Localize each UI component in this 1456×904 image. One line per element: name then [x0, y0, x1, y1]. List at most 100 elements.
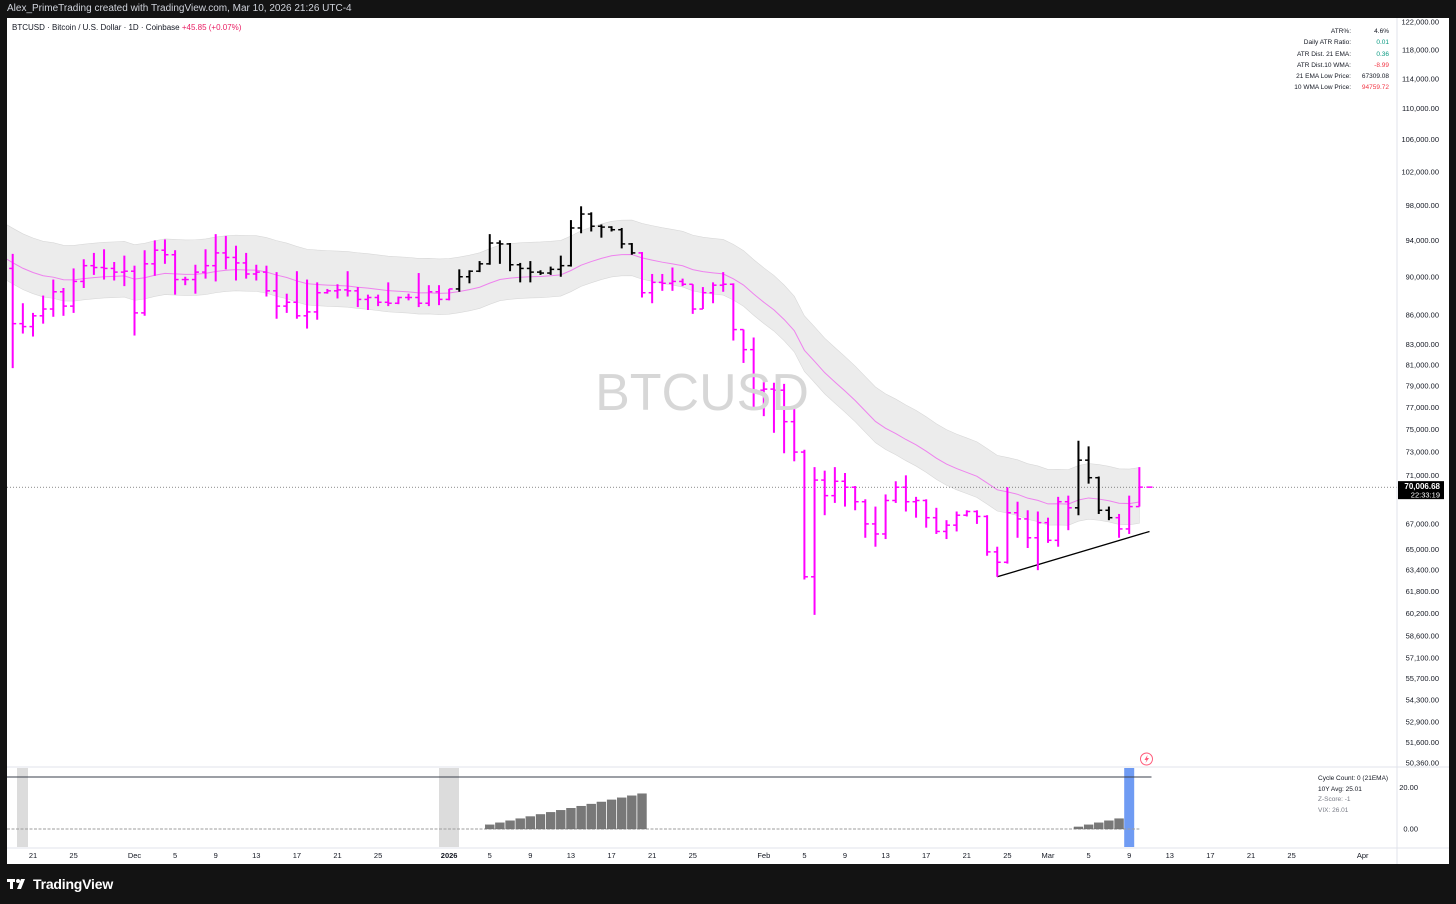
cycle-bar: [576, 805, 586, 830]
time-tick-label: 5: [1087, 851, 1091, 860]
ema-band: [7, 219, 1140, 526]
cycle-shade: [17, 768, 28, 847]
symbol-title[interactable]: BTCUSD · Bitcoin / U.S. Dollar · 1D · Co…: [12, 23, 180, 32]
bar-countdown-label: 22:33:19: [1411, 491, 1440, 500]
symbol-watermark: BTCUSD: [595, 364, 809, 422]
stats-label: ATR Dist. 21 EMA:: [1296, 50, 1351, 58]
price-tick-label: 110,000.00: [1402, 104, 1439, 113]
stats-label: 10 WMA Low Price:: [1294, 84, 1351, 92]
time-tick-label: 5: [802, 851, 806, 860]
time-tick-label: 13: [252, 851, 260, 860]
ohlc-bar: [902, 475, 910, 512]
price-tick-label: 122,000.00: [1401, 18, 1439, 27]
ohlc-bar: [709, 282, 717, 304]
price-tick-label: 65,000.00: [1406, 545, 1439, 554]
price-change: +45.85 (+0.07%): [181, 23, 242, 32]
ohlc-bar: [242, 252, 250, 279]
cycle-bar: [606, 799, 617, 830]
cycle-shade: [439, 768, 459, 847]
time-tick-label: 17: [293, 851, 301, 860]
price-tick-label: 51,600.00: [1406, 738, 1439, 747]
price-tick-label: 54,300.00: [1406, 695, 1439, 704]
indicator-tick-label: 20.00: [1399, 783, 1418, 792]
price-tick-label: 50,360.00: [1406, 759, 1439, 768]
price-tick-label: 67,000.00: [1406, 519, 1439, 528]
cycle-bar: [566, 808, 576, 830]
time-tick-label: 25: [689, 851, 697, 860]
lightning-icon: [1144, 755, 1149, 763]
time-tick-label: 25: [374, 851, 382, 860]
ohlc-bar: [344, 271, 352, 297]
ohlc-bar: [323, 288, 331, 294]
price-tick-label: 52,900.00: [1406, 717, 1439, 726]
cycle-bar: [505, 820, 515, 830]
ohlc-bar: [1064, 495, 1072, 531]
time-tick-label: 5: [173, 851, 177, 860]
price-tick-label: 81,000.00: [1406, 360, 1439, 369]
chart-canvas[interactable]: BTCUSD 122,000.00 118,000.00 114,000.00 110…: [7, 18, 1449, 864]
tradingview-brand: TradingView: [33, 876, 114, 892]
time-tick-label: 21: [963, 851, 971, 860]
time-tick-label: 21: [1247, 851, 1255, 860]
time-tick-label: 13: [1166, 851, 1174, 860]
time-tick-label: 21: [333, 851, 341, 860]
ohlc-bar: [29, 312, 37, 337]
price-tick-label: 55,700.00: [1406, 674, 1439, 683]
ohlc-bar: [841, 472, 849, 507]
ohlc-bar: [1095, 476, 1103, 514]
ohlc-bar: [760, 381, 768, 417]
price-tick-label: 94,000.00: [1406, 236, 1439, 245]
ohlc-bar: [202, 249, 210, 279]
ohlc-bar: [1125, 495, 1133, 534]
ohlc-bar: [932, 507, 940, 534]
stats-label: ATR%:: [1330, 28, 1351, 35]
ohlc-bar: [232, 245, 240, 281]
indicator-tick-label: 0.00: [1403, 825, 1418, 834]
ema-21-line: [7, 253, 1140, 505]
ohlc-bar: [912, 496, 920, 518]
price-tick-label: 79,000.00: [1406, 381, 1439, 390]
axes-layer: 122,000.00 118,000.00 114,000.00 110,000.00…: [29, 18, 1444, 864]
ohlc-bar: [405, 293, 413, 301]
tradingview-footer[interactable]: TradingView: [7, 872, 113, 896]
cycle-bar: [637, 793, 647, 830]
cycle-bar: [596, 801, 607, 830]
ohlc-bar: [608, 226, 616, 232]
ohlc-bar: [557, 255, 565, 277]
price-tick-label: 114,000.00: [1402, 74, 1439, 83]
cycle-bar: [1083, 824, 1094, 830]
stats-value: -8.99: [1374, 61, 1389, 69]
ohlc-bar: [618, 227, 626, 249]
stats-row: 21 EMA Low Price: 67309.08: [1294, 71, 1389, 82]
time-tick-label: 25: [1003, 851, 1011, 860]
chart-panel[interactable]: BTCUSD 122,000.00 118,000.00 114,000.00 110…: [7, 18, 1449, 864]
ohlc-bar: [222, 235, 230, 270]
ohlc-bar: [435, 285, 443, 306]
ohlc-bar: [19, 303, 27, 334]
stats-value: 0.01: [1376, 39, 1389, 47]
ohlc-bar: [668, 267, 676, 291]
ohlc-bar: [740, 328, 747, 363]
current-price-tag: [1398, 481, 1444, 500]
time-tick-label: 9: [843, 851, 847, 860]
stats-label: Daily ATR Ratio:: [1303, 39, 1351, 47]
ohlc-bar: [1044, 517, 1052, 543]
symbol-legend[interactable]: BTCUSD · Bitcoin / U.S. Dollar · 1D · Co…: [12, 23, 241, 32]
stats-row: ATR%: 4.6%: [1294, 26, 1389, 37]
ohlc-bar: [648, 273, 656, 304]
ema-band-layer: [7, 219, 1140, 526]
ohlc-bar: [922, 499, 930, 528]
price-bars-layer: [9, 206, 1153, 615]
ohlc-bar: [425, 285, 433, 307]
ohlc-bar: [1115, 513, 1123, 538]
cycle-bar: [1114, 818, 1124, 830]
time-tick-label: Feb: [757, 851, 770, 860]
ohlc-bar: [141, 250, 149, 316]
ohlc-bar: [455, 269, 463, 292]
stats-value: 94759.72: [1361, 84, 1389, 92]
ohlc-bar: [90, 252, 98, 275]
ohlc-bar: [851, 486, 859, 511]
price-tick-label: 61,800.00: [1406, 587, 1439, 596]
tradingview-logo-icon: [7, 879, 25, 889]
